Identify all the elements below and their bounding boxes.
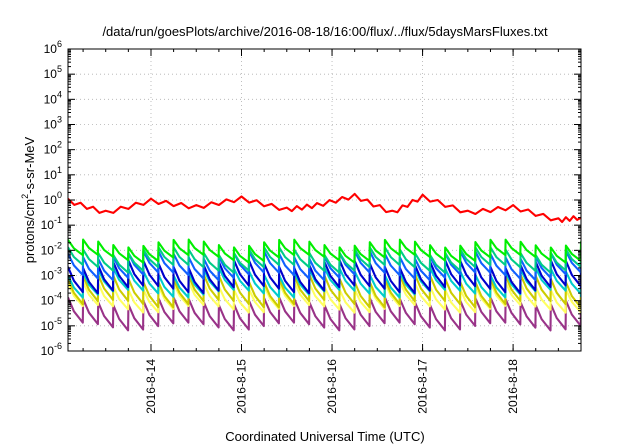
- x-tick-label: 2016-8-17: [416, 359, 430, 414]
- y-tick-label: 103: [44, 115, 62, 132]
- y-axis-label: protons/cm2-s-sr-MeV: [20, 136, 37, 263]
- x-tick-label: 2016-8-14: [144, 359, 158, 414]
- y-tick-label: 104: [44, 89, 62, 106]
- x-tick-label: 2016-8-15: [235, 359, 249, 414]
- y-tick-label: 105: [44, 64, 62, 81]
- y-tick-label: 102: [44, 140, 62, 157]
- y-tick-label: 10-4: [41, 291, 62, 308]
- y-tick-label: 10-6: [41, 341, 62, 358]
- y-tick-label: 101: [44, 165, 62, 182]
- x-axis: 2016-8-14 2016-8-15 2016-8-16 2016-8-17 2016…: [82, 49, 559, 414]
- y-tick-label: 106: [44, 39, 62, 56]
- y-tick-label: 10-2: [41, 240, 62, 257]
- x-tick-label: 2016-8-18: [506, 359, 520, 414]
- series-line: [68, 238, 581, 264]
- y-tick-label: 10-3: [41, 266, 62, 283]
- series-line: [68, 296, 581, 332]
- series-group: [68, 192, 581, 332]
- y-axis: 10-6 10-5 10-4 10-3 10-2 10-1 100 101 102 103 104 1…: [41, 39, 581, 358]
- chart-title: /data/run/goesPlots/archive/2016-08-18/1…: [102, 24, 548, 39]
- y-tick-label: 100: [44, 190, 62, 207]
- y-axis-label-suffix: -s-sr-MeV: [22, 136, 37, 193]
- y-tick-label: 10-1: [41, 215, 62, 232]
- y-axis-label-prefix: protons/cm: [22, 199, 37, 263]
- y-tick-label: 10-5: [41, 316, 62, 333]
- x-axis-label: Coordinated Universal Time (UTC): [225, 429, 424, 444]
- x-tick-label: 2016-8-16: [325, 359, 339, 414]
- series-line: [68, 192, 581, 224]
- y-axis-label-sup: 2: [20, 194, 30, 199]
